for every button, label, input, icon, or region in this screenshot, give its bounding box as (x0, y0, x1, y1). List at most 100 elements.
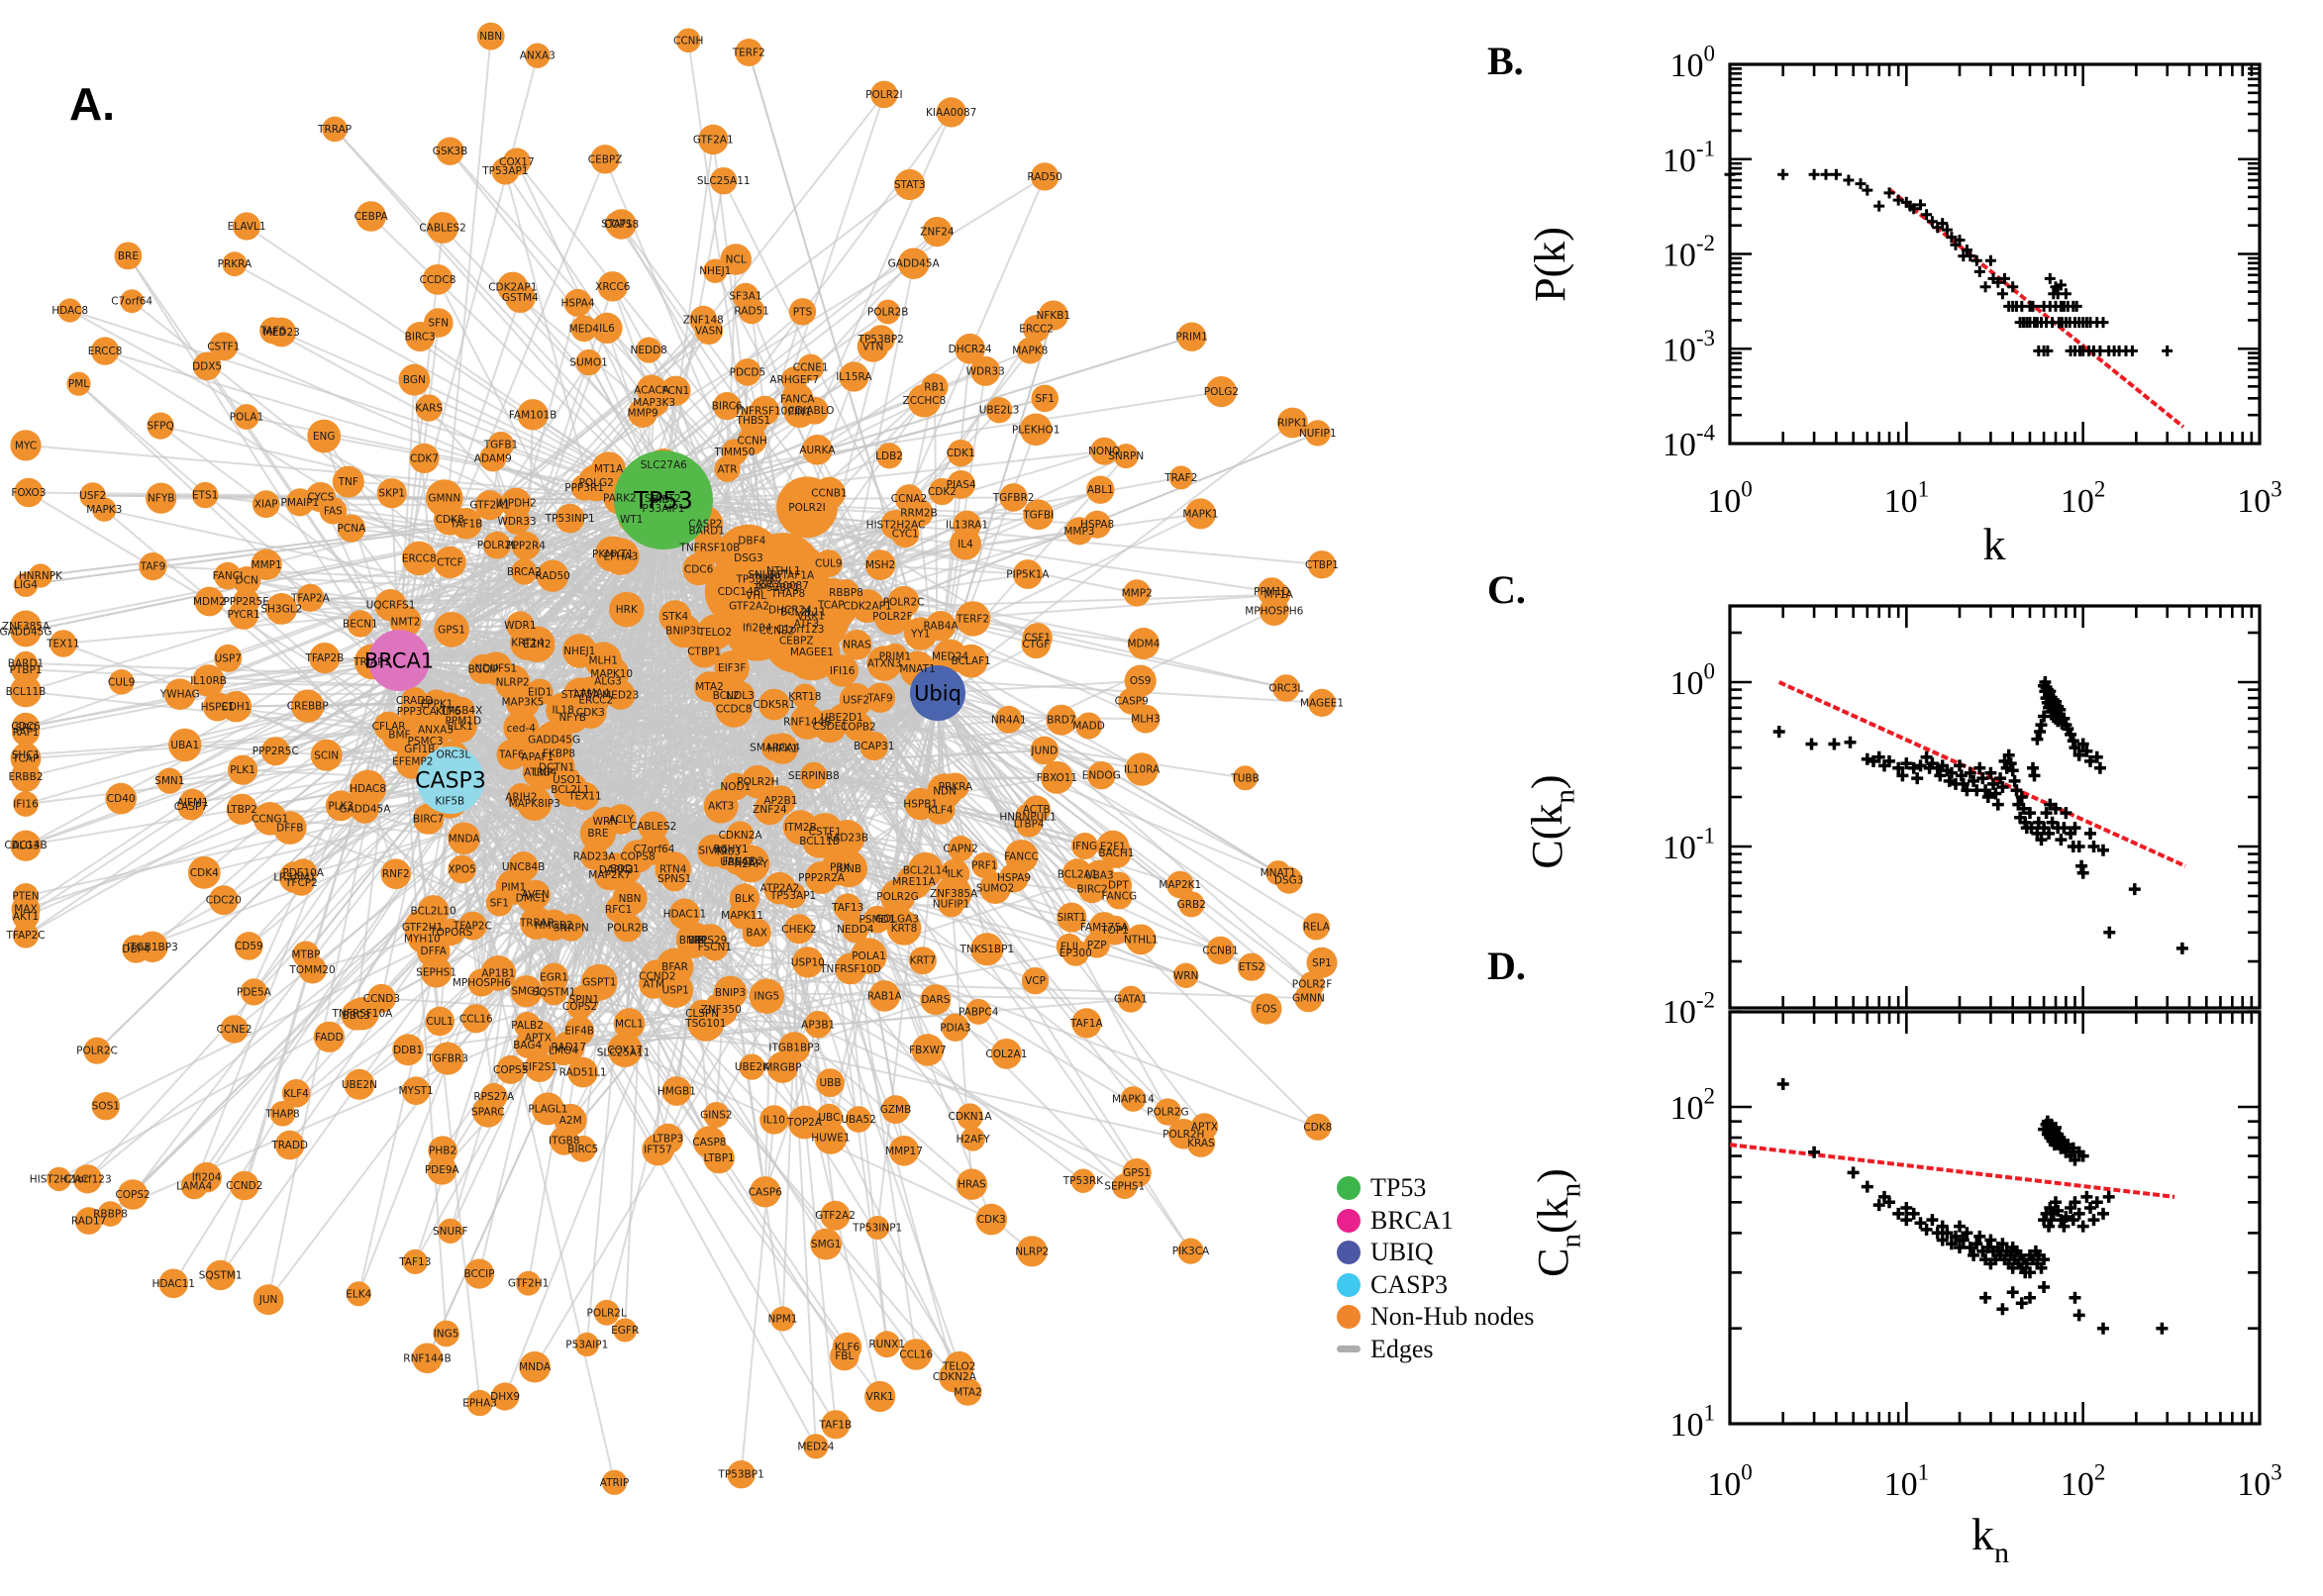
network-node (519, 739, 556, 775)
node-label: CDK7 (410, 452, 439, 464)
network-node (1304, 420, 1331, 447)
node-label: MAP3K5 (501, 696, 544, 708)
node-label: DCN (236, 575, 258, 587)
node-label: POLR2I (788, 502, 826, 514)
network-node (864, 682, 896, 713)
network-node (666, 614, 701, 648)
network-node (511, 558, 538, 585)
node-label: DFFA (421, 946, 448, 957)
network-node (907, 851, 944, 888)
network-node (97, 1201, 124, 1227)
tick-label: 101 (1670, 1401, 1716, 1444)
node-label: UBE2L3 (979, 405, 1020, 417)
node-label: BCL11B (6, 686, 47, 698)
node-label: VASN (695, 326, 723, 338)
network-node (194, 586, 225, 617)
network-node (90, 337, 120, 365)
network-node (941, 1013, 970, 1042)
node-label: MRE11A (892, 876, 936, 888)
node-label: E2F1 (1100, 842, 1126, 853)
node-label: HSPA8 (1080, 519, 1114, 531)
node-label: TEX11 (46, 639, 80, 650)
axis-title: P(k) (1526, 227, 1574, 302)
node-label: ABL1 (1087, 484, 1114, 496)
network-node (845, 1106, 872, 1133)
network-node (422, 264, 454, 295)
node-label: NUFIP1 (933, 899, 970, 911)
network-edge (933, 386, 939, 694)
network-node (594, 655, 630, 691)
node-swatch-icon (1337, 1241, 1361, 1265)
node-label: UBC (818, 1112, 840, 1124)
node-label: CCNB1 (811, 488, 847, 500)
node-label: CDK1 (947, 448, 975, 459)
network-node (399, 694, 434, 729)
network-node (1206, 936, 1235, 965)
network-node (540, 962, 568, 992)
node-label: PKMYT1 (592, 549, 634, 560)
network-node (409, 443, 440, 473)
network-node (10, 430, 42, 461)
node-label: HRK (616, 604, 639, 616)
node-label: TGFBR3 (426, 1053, 468, 1065)
network-node (1023, 499, 1055, 531)
node-label: BFAR (661, 961, 688, 973)
node-label: BIRC2 (1077, 884, 1108, 896)
hub-label-ubiq: Ubiq (914, 681, 961, 705)
node-label: MAPK14 (1112, 1094, 1155, 1106)
node-label: CABLES2 (419, 223, 466, 235)
network-node (1071, 1008, 1102, 1039)
node-label: NFKB1 (1036, 310, 1070, 322)
network-node (448, 822, 480, 855)
node-label: IL4 (958, 539, 973, 550)
node-label: SEPHS1 (416, 966, 456, 978)
network-node (656, 948, 694, 986)
node-label: KIF5B (435, 795, 464, 807)
network-edge (25, 499, 664, 693)
network-node (269, 1101, 296, 1127)
node-label: CREBBP (287, 701, 329, 713)
node-label: DARS (921, 994, 950, 1006)
node-label: BMF (388, 729, 410, 741)
node-label: MAPK3 (86, 504, 122, 516)
network-node (122, 935, 151, 963)
network-node (156, 767, 183, 794)
node-label: HMGB2 (535, 920, 573, 932)
network-node (233, 212, 261, 241)
network-node (925, 611, 957, 642)
node-label: BCLAF1 (952, 655, 991, 667)
node-label: MAPK10 (590, 668, 633, 680)
node-label: RAD50 (1027, 171, 1062, 183)
node-label: CDK2AP1 (488, 282, 537, 294)
ticks (1728, 62, 2262, 446)
network-edge (525, 545, 808, 724)
network-node (510, 625, 546, 660)
node-label: MSH2 (865, 559, 895, 571)
network-node (1030, 736, 1060, 765)
node-label: TAF1B (819, 1419, 853, 1431)
legend-item-label: Non-Hub nodes (1370, 1302, 1535, 1332)
node-label: MAPK11 (721, 910, 763, 922)
network-node (815, 1103, 844, 1132)
network-edge (179, 499, 664, 696)
node-label: NHEJ1 (699, 265, 731, 277)
network-node (813, 709, 848, 744)
network-node (332, 465, 364, 498)
node-label: USF2 (843, 694, 869, 706)
node-label: POLR2H (1162, 1129, 1204, 1141)
node-label: STK4 (662, 611, 689, 623)
node-label: FOS (1256, 1004, 1276, 1016)
node-label: ZNF148 (683, 314, 724, 326)
node-label: TRADD (270, 1140, 308, 1151)
network-node (991, 1039, 1022, 1069)
node-label: TERF2 (732, 48, 765, 59)
node-label: MPHOSPH6 (1245, 606, 1303, 618)
node-label: FAM101B (509, 409, 557, 421)
network-node (273, 811, 307, 845)
network-node (402, 541, 437, 576)
network-node (729, 883, 760, 914)
node-label: PTEN (12, 890, 39, 902)
node-label: ORC3L (1268, 683, 1303, 695)
node-swatch-icon (1337, 1305, 1361, 1330)
network-node (766, 733, 799, 764)
